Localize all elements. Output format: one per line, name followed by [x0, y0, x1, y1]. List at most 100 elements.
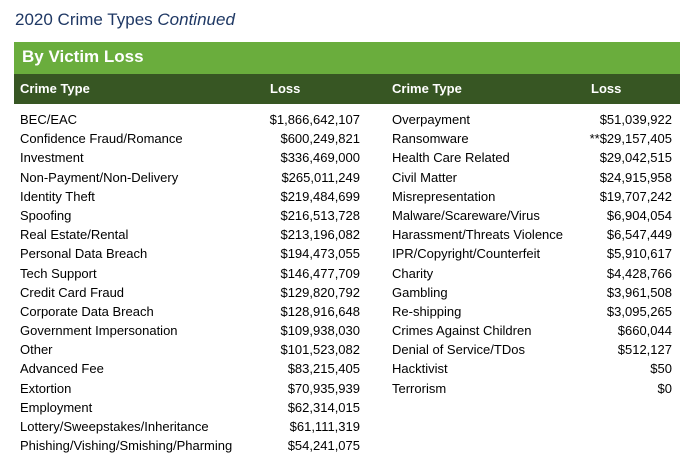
- crime-type-cell: BEC/EAC: [20, 112, 78, 127]
- crime-type-cell: Health Care Related: [392, 150, 510, 166]
- loss-cell: $219,484,699: [280, 188, 360, 204]
- crime-type-cell: Other: [20, 342, 53, 358]
- table-row: Spoofing $216,513,728: [20, 206, 360, 225]
- section-banner: By Victim Loss: [14, 42, 680, 74]
- table-row: Re-shipping $3,095,265: [392, 302, 672, 321]
- table-row: Corporate Data Breach $128,916,648: [20, 302, 360, 321]
- table-row: BEC/EAC $1,866,642,107: [20, 110, 360, 129]
- loss-cell: $0: [657, 380, 672, 396]
- crime-type-cell: Real Estate/Rental: [20, 227, 129, 243]
- table-row: Non-Payment/Non-Delivery $265,011,249: [20, 168, 360, 187]
- table-row: Ransomware **$29,157,405: [392, 129, 672, 148]
- table-row: Health Care Related $29,042,515: [392, 148, 672, 167]
- table-row: Investment $336,469,000: [20, 148, 360, 167]
- loss-cell: $4,428,766: [606, 265, 672, 281]
- loss-cell: $83,215,405: [287, 361, 360, 377]
- table-row: Confidence Fraud/Romance $600,249,821: [20, 129, 360, 148]
- table-row: Phishing/Vishing/Smishing/Pharming $54,24…: [20, 436, 360, 455]
- loss-cell: $29,042,515: [599, 150, 672, 166]
- table-row: Employment $62,314,015: [20, 398, 360, 417]
- table-row: Malware/Scareware/Virus $6,904,054: [392, 206, 672, 225]
- crime-type-cell: IPR/Copyright/Counterfeit: [392, 246, 541, 262]
- loss-cell: $146,477,709: [280, 265, 360, 281]
- table-row: Real Estate/Rental $213,196,082: [20, 225, 360, 244]
- table-row: Terrorism $0: [392, 379, 672, 398]
- loss-cell: $336,469,000: [280, 150, 360, 166]
- loss-cell: $3,095,265: [606, 303, 672, 319]
- loss-cell: $54,241,075: [287, 438, 360, 454]
- table-row: Overpayment $51,039,922: [392, 110, 672, 129]
- table-row: Civil Matter $24,915,958: [392, 168, 672, 187]
- table-row: Crimes Against Children $660,044: [392, 321, 672, 340]
- crime-type-cell: Confidence Fraud/Romance: [20, 131, 183, 147]
- crime-type-cell: Phishing/Vishing/Smishing/Pharming: [20, 438, 233, 454]
- crime-type-cell: Denial of Service/TDos: [392, 342, 525, 358]
- crime-type-cell: Government Impersonation: [20, 323, 178, 339]
- loss-cell: $129,820,792: [280, 284, 360, 300]
- table-row: Misrepresentation $19,707,242: [392, 187, 672, 206]
- table-row: Personal Data Breach $194,473,055: [20, 244, 360, 263]
- crime-type-cell: Lottery/Sweepstakes/Inheritance: [20, 419, 209, 434]
- table-row: Extortion $70,935,939: [20, 379, 360, 398]
- table-row: Identity Theft $219,484,699: [20, 187, 360, 206]
- loss-cell: $51,039,922: [599, 112, 672, 127]
- loss-cell: $61,111,319: [289, 419, 360, 434]
- crime-type-cell: Hacktivist: [392, 361, 448, 377]
- loss-cell: $24,915,958: [599, 169, 672, 185]
- crime-type-cell: Identity Theft: [20, 188, 95, 204]
- table-row: Advanced Fee $83,215,405: [20, 359, 360, 378]
- crime-type-cell: Corporate Data Breach: [20, 303, 154, 319]
- right-column: Overpayment $51,039,922 Ransomware **$29,15…: [392, 110, 672, 398]
- crime-type-cell: Charity: [392, 265, 434, 281]
- loss-cell: $70,935,939: [287, 380, 360, 396]
- page-title-main: 2020 Crime Types: [15, 10, 153, 29]
- table-row: IPR/Copyright/Counterfeit $5,910,617: [392, 244, 672, 263]
- table-row: Credit Card Fraud $129,820,792: [20, 283, 360, 302]
- table-row: Denial of Service/TDos $512,127: [392, 340, 672, 359]
- crime-type-cell: Civil Matter: [392, 169, 458, 185]
- loss-cell: $50: [650, 361, 672, 377]
- left-column: BEC/EAC $1,866,642,107 Confidence Fraud/Ro…: [20, 110, 360, 455]
- loss-cell: $265,011,249: [281, 169, 360, 185]
- crime-type-cell: Spoofing: [20, 207, 72, 223]
- loss-cell: $3,961,508: [606, 284, 672, 300]
- crime-type-cell: Extortion: [20, 380, 72, 396]
- table-row: Government Impersonation $109,938,030: [20, 321, 360, 340]
- table-row: Charity $4,428,766: [392, 264, 672, 283]
- crime-type-cell: Harassment/Threats Violence: [392, 227, 564, 243]
- crime-type-cell: Crimes Against Children: [392, 323, 532, 339]
- crime-type-cell: Re-shipping: [392, 303, 462, 319]
- crime-type-cell: Malware/Scareware/Virus: [392, 207, 540, 223]
- crime-type-cell: Misrepresentation: [392, 188, 496, 204]
- loss-cell: $512,127: [617, 342, 672, 358]
- loss-cell: $660,044: [617, 323, 672, 339]
- loss-cell: $101,523,082: [280, 342, 360, 358]
- crime-type-cell: Investment: [20, 150, 84, 166]
- loss-cell: $600,249,821: [280, 131, 360, 147]
- page-title: 2020 Crime Types Continued: [15, 10, 235, 30]
- table-row: Hacktivist $50: [392, 359, 672, 378]
- loss-cell: $128,916,648: [280, 303, 360, 319]
- loss-cell: $5,910,617: [606, 246, 672, 262]
- table-header: Crime Type Loss Crime Type Loss: [14, 74, 680, 104]
- loss-cell: $62,314,015: [287, 399, 360, 415]
- table-row: Harassment/Threats Violence $6,547,449: [392, 225, 672, 244]
- loss-cell: $19,707,242: [599, 188, 672, 204]
- loss-cell: $109,938,030: [280, 323, 360, 339]
- loss-cell: $6,547,449: [606, 227, 672, 243]
- loss-cell: $1,866,642,107: [269, 112, 360, 127]
- loss-cell: $194,473,055: [280, 246, 360, 262]
- table-row: Gambling $3,961,508: [392, 283, 672, 302]
- table-row: Other $101,523,082: [20, 340, 360, 359]
- header-crime-type-left: Crime Type: [20, 81, 90, 96]
- header-loss-left: Loss: [270, 81, 301, 96]
- loss-cell: **$29,157,405: [589, 131, 672, 147]
- crime-type-cell: Credit Card Fraud: [20, 284, 125, 300]
- table-row: Lottery/Sweepstakes/Inheritance $61,111,3…: [20, 417, 360, 436]
- crime-type-cell: Advanced Fee: [20, 361, 104, 377]
- crime-type-cell: Tech Support: [20, 265, 97, 281]
- table-row: Tech Support $146,477,709: [20, 264, 360, 283]
- crime-type-cell: Personal Data Breach: [20, 246, 148, 262]
- loss-cell: $213,196,082: [280, 227, 360, 243]
- page-title-suffix: Continued: [157, 10, 235, 29]
